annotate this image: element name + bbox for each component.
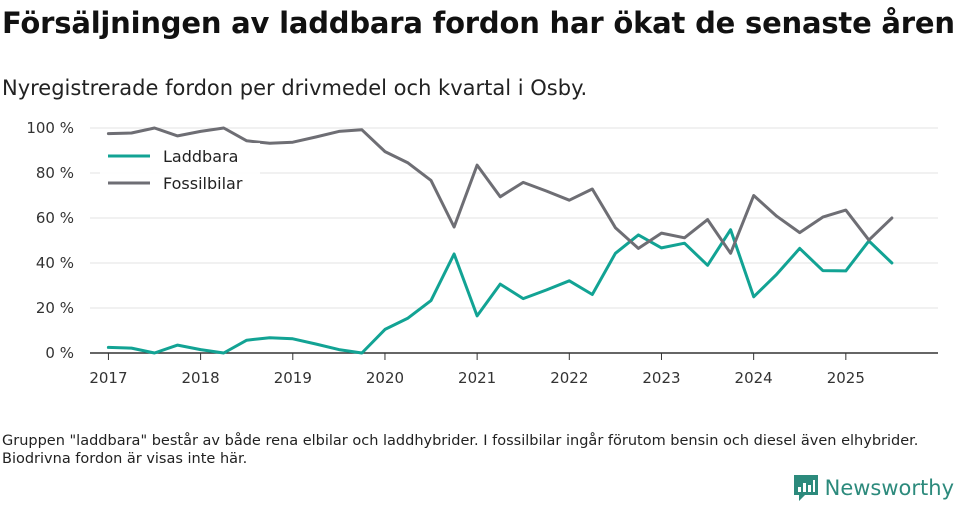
x-tick-label: 2023 bbox=[642, 369, 680, 387]
brand-name: Newsworthy bbox=[824, 476, 954, 500]
chart-footnote: Gruppen "laddbara" består av både rena e… bbox=[2, 433, 919, 467]
legend-box bbox=[100, 143, 260, 200]
legend-label: Fossilbilar bbox=[163, 174, 243, 193]
series-line-fossilbilar bbox=[106, 126, 894, 255]
x-tick-label: 2022 bbox=[550, 369, 588, 387]
x-tick-label: 2019 bbox=[274, 369, 312, 387]
y-tick-label: 80 % bbox=[36, 164, 74, 182]
x-tick-label: 2024 bbox=[735, 369, 773, 387]
y-tick-label: 20 % bbox=[36, 299, 74, 317]
x-tick-label: 2025 bbox=[827, 369, 865, 387]
y-tick-label: 40 % bbox=[36, 254, 74, 272]
x-tick-label: 2021 bbox=[458, 369, 496, 387]
y-tick-label: 100 % bbox=[26, 119, 74, 137]
y-tick-label: 60 % bbox=[36, 209, 74, 227]
x-tick-label: 2017 bbox=[89, 369, 127, 387]
y-tick-label: 0 % bbox=[45, 344, 74, 362]
newsworthy-logo-icon bbox=[793, 475, 818, 501]
brand-logo[interactable]: Newsworthy bbox=[793, 472, 954, 504]
series-line-laddbara bbox=[106, 228, 894, 355]
chart-title: Försäljningen av laddbara fordon har öka… bbox=[2, 6, 955, 40]
legend-label: Laddbara bbox=[163, 147, 238, 166]
x-tick-label: 2018 bbox=[182, 369, 220, 387]
chart-subtitle: Nyregistrerade fordon per drivmedel och … bbox=[2, 76, 588, 100]
x-tick-label: 2020 bbox=[366, 369, 404, 387]
